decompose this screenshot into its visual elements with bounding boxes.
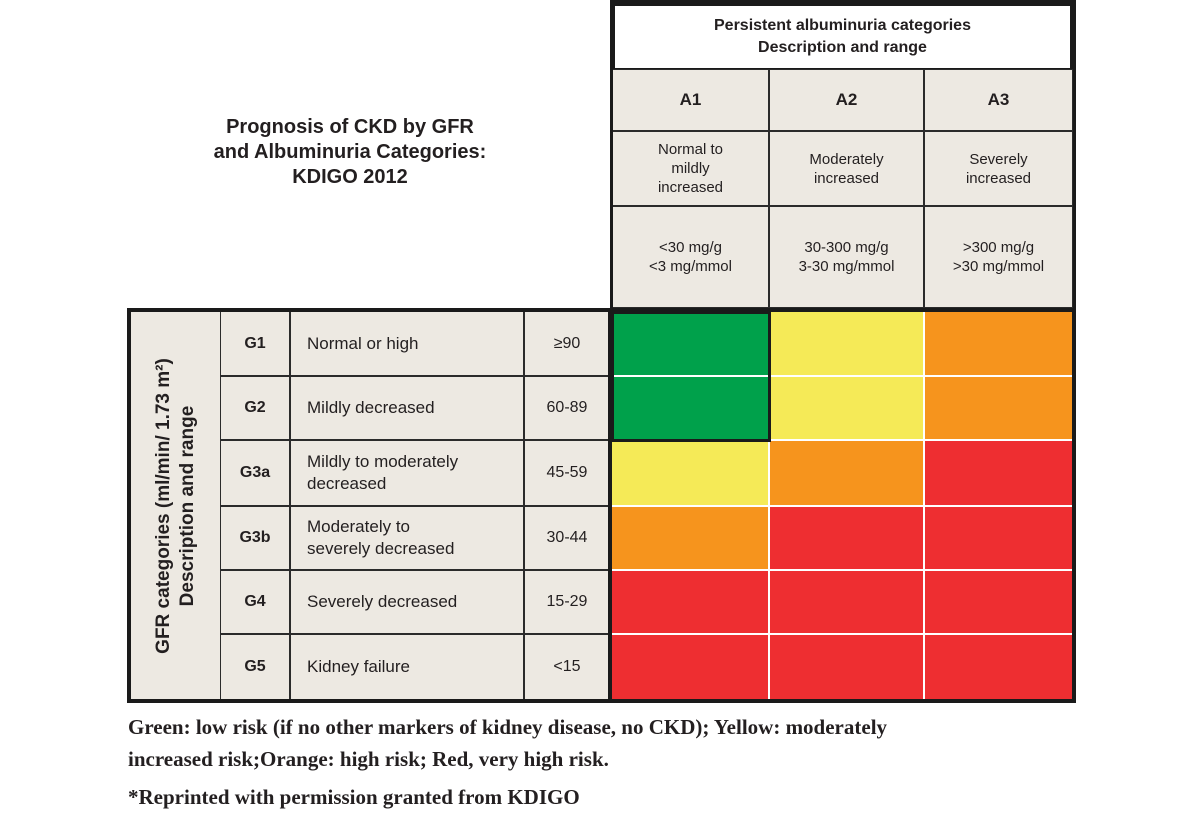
column-code-label: A3 xyxy=(987,90,1010,109)
column-range-line: <30 mg/g xyxy=(659,239,722,256)
risk-cell-yellow xyxy=(769,376,924,440)
gfr-desc-line: severely decreased xyxy=(307,539,455,558)
gfr-code-label: G5 xyxy=(244,658,266,675)
column-range-line: 30-300 mg/g xyxy=(804,239,889,256)
risk-cell-red xyxy=(924,506,1073,570)
column-desc-a3: Severely increased xyxy=(924,131,1073,206)
albuminuria-header-line-1: Persistent albuminuria categories xyxy=(714,17,971,34)
gfr-desc-line: Moderately to xyxy=(307,517,410,536)
albuminuria-header-line-2: Description and range xyxy=(758,39,927,56)
gfr-code-g3a: G3a xyxy=(220,440,290,506)
risk-cell-yellow xyxy=(610,440,769,506)
column-range-a2: 30-300 mg/g 3-30 mg/mmol xyxy=(769,206,924,308)
gfr-code-g1: G1 xyxy=(220,311,290,376)
gfr-code-label: G3a xyxy=(239,464,271,481)
legend-line-1: Green: low risk (if no other markers of … xyxy=(128,715,888,739)
title-line-3: KDIGO 2012 xyxy=(292,166,408,188)
gfr-categories-label: GFR categories (ml/min/ 1.73 m²) Descrip… xyxy=(130,311,222,702)
gfr-code-g3b: G3b xyxy=(220,506,290,570)
gfr-range-label: 30-44 xyxy=(546,529,588,546)
column-desc-line: increased xyxy=(813,169,880,187)
gfr-label-line-2: Description and range xyxy=(177,405,198,607)
risk-cell-red xyxy=(924,634,1073,700)
risk-cell-yellow xyxy=(769,311,924,376)
gfr-code-g4: G4 xyxy=(220,570,290,634)
column-code-a1: A1 xyxy=(612,69,769,131)
column-desc-a2: Moderately increased xyxy=(769,131,924,206)
gfr-range-g3b: 30-44 xyxy=(524,506,610,570)
figure-title: Prognosis of CKD by GFR and Albuminuria … xyxy=(150,115,550,190)
legend-line-2: increased risk;Orange: high risk; Red, v… xyxy=(128,747,609,771)
risk-cell-orange xyxy=(610,506,769,570)
gfr-range-g3a: 45-59 xyxy=(524,440,610,506)
column-code-label: A1 xyxy=(679,90,702,109)
gfr-code-label: G3b xyxy=(239,529,271,546)
gfr-range-g5: <15 xyxy=(524,634,610,700)
permission-note: *Reprinted with permission granted from … xyxy=(128,785,580,809)
gfr-desc-line: decreased xyxy=(307,474,387,493)
gfr-range-g2: 60-89 xyxy=(524,376,610,440)
gfr-code-g5: G5 xyxy=(220,634,290,700)
gfr-desc-line: Kidney failure xyxy=(307,657,411,676)
gfr-range-label: 60-89 xyxy=(546,399,588,416)
gfr-range-g4: 15-29 xyxy=(524,570,610,634)
albuminuria-header: Persistent albuminuria categories Descri… xyxy=(612,3,1073,69)
column-range-line: >300 mg/g xyxy=(962,239,1035,256)
risk-cell-orange xyxy=(769,440,924,506)
gfr-code-label: G1 xyxy=(244,334,266,352)
column-desc-line: Moderately xyxy=(809,150,884,168)
column-desc-line: mildly xyxy=(671,160,710,177)
risk-cell-orange xyxy=(924,311,1073,376)
risk-cell-red xyxy=(769,570,924,634)
column-desc-line: Normal to xyxy=(657,141,724,158)
column-range-a3: >300 mg/g >30 mg/mmol xyxy=(924,206,1073,308)
column-desc-line: increased xyxy=(657,179,724,196)
gfr-desc-g3a: Mildly to moderately decreased xyxy=(290,440,524,506)
column-desc-line: increased xyxy=(965,169,1032,187)
gfr-range-g1: ≥90 xyxy=(524,311,610,376)
risk-cell-red xyxy=(769,506,924,570)
grid-divider xyxy=(608,308,612,703)
gfr-desc-line: Normal or high xyxy=(307,333,419,353)
gfr-desc-g4: Severely decreased xyxy=(290,570,524,634)
column-range-a1: <30 mg/g <3 mg/mmol xyxy=(612,206,769,308)
gfr-desc-g2: Mildly decreased xyxy=(290,376,524,440)
title-line-2: and Albuminuria Categories: xyxy=(213,141,487,163)
gfr-desc-line: Mildly decreased xyxy=(307,398,435,417)
risk-cell-red xyxy=(924,570,1073,634)
gfr-desc-line: Severely decreased xyxy=(307,592,458,611)
gfr-desc-g5: Kidney failure xyxy=(290,634,524,700)
gfr-range-label: 15-29 xyxy=(546,593,588,610)
column-desc-a1: Normal to mildly increased xyxy=(612,131,769,206)
gfr-range-label: 45-59 xyxy=(546,464,588,481)
risk-cell-green xyxy=(610,311,769,376)
risk-cell-red xyxy=(924,440,1073,506)
gfr-range-label: <15 xyxy=(553,658,581,675)
gfr-desc-line: Mildly to moderately xyxy=(307,452,459,471)
risk-cell-red xyxy=(610,634,769,700)
column-code-a2: A2 xyxy=(769,69,924,131)
gfr-desc-g3b: Moderately to severely decreased xyxy=(290,506,524,570)
risk-cell-red xyxy=(610,570,769,634)
column-code-label: A2 xyxy=(835,90,858,109)
gfr-code-g2: G2 xyxy=(220,376,290,440)
column-range-line: 3-30 mg/mmol xyxy=(798,258,895,275)
gfr-label-line-1: GFR categories (ml/min/ 1.73 m²) xyxy=(153,358,174,654)
gfr-range-label: ≥90 xyxy=(553,334,581,352)
risk-cell-orange xyxy=(924,376,1073,440)
column-code-a3: A3 xyxy=(924,69,1073,131)
column-range-line: <3 mg/mmol xyxy=(649,258,732,275)
column-desc-line: Severely xyxy=(969,150,1028,168)
risk-cell-green xyxy=(610,376,769,440)
gfr-code-label: G2 xyxy=(244,399,266,416)
risk-grid xyxy=(610,311,1073,700)
column-range-line: >30 mg/mmol xyxy=(952,258,1045,275)
title-line-1: Prognosis of CKD by GFR xyxy=(226,116,474,138)
gfr-desc-g1: Normal or high xyxy=(290,311,524,376)
risk-cell-red xyxy=(769,634,924,700)
gfr-code-label: G4 xyxy=(244,593,266,610)
